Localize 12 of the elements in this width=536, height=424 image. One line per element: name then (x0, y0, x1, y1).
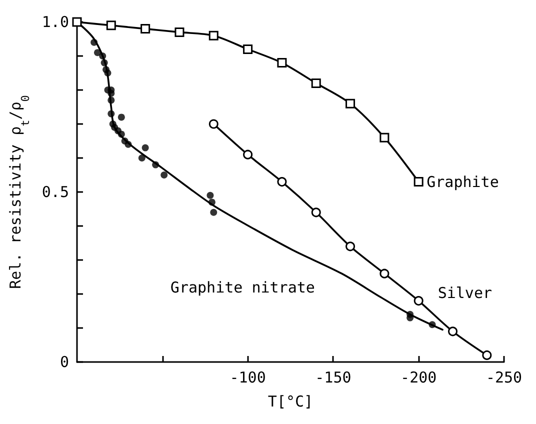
y-axis-title: Rel. resistivity ρt/ρ0 (6, 95, 32, 289)
x-tick-label: -100 (230, 368, 266, 386)
series-label: Graphite (426, 172, 499, 191)
y-tick-label: 0.5 (42, 183, 69, 201)
x-tick-label: -200 (400, 368, 437, 386)
series-label: Graphite nitrate (170, 278, 315, 297)
y-tick-label: 1.0 (42, 13, 69, 31)
series-label: Silver (438, 284, 492, 302)
x-axis-title: T[°C] (268, 392, 314, 410)
x-tick-label: -150 (315, 368, 352, 386)
x-tick-label: -250 (486, 368, 522, 386)
y-tick-label: 0 (60, 353, 69, 371)
